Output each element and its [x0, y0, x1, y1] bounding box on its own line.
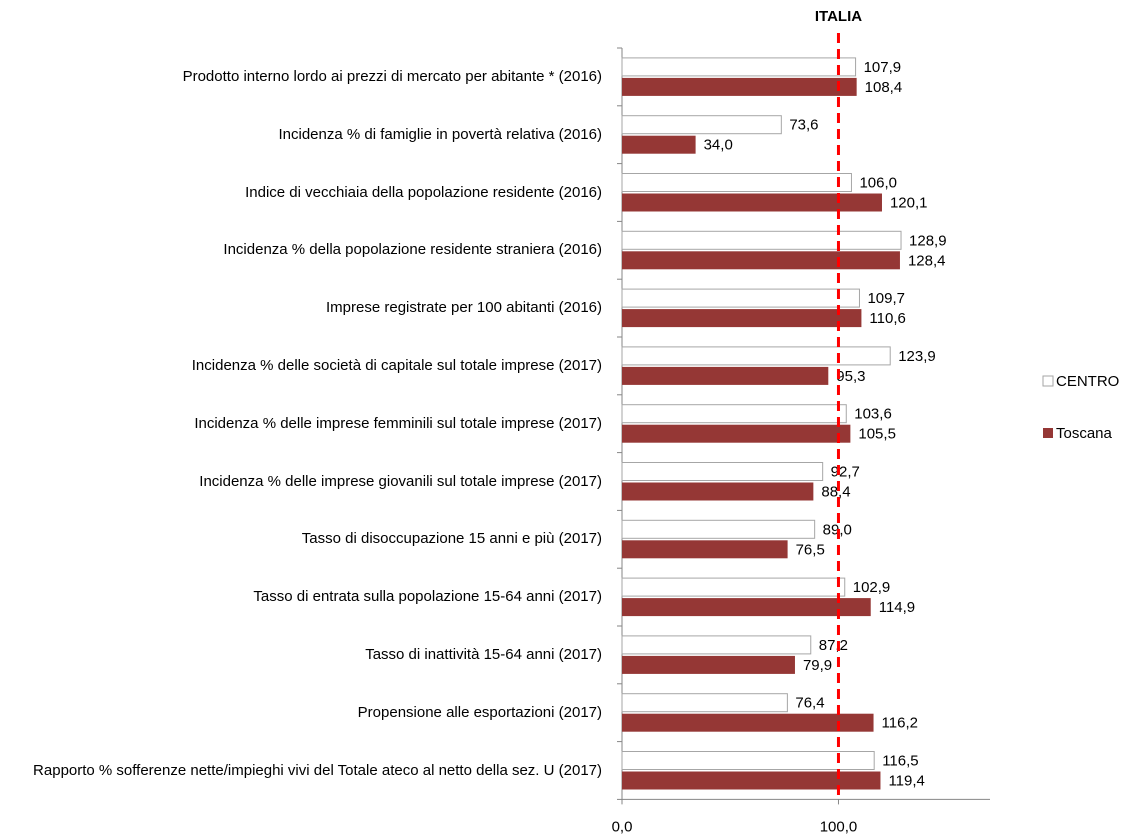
x-tick-label: 0,0 [612, 818, 633, 835]
bar [621, 577, 846, 597]
value-label: 76,4 [795, 695, 824, 712]
bar [621, 57, 857, 77]
bar [622, 482, 814, 501]
bar [621, 635, 812, 655]
value-label: 87,2 [819, 637, 848, 654]
category-label: Incidenza % di famiglie in povertà relat… [278, 125, 602, 143]
bar [621, 751, 875, 770]
bar [622, 540, 788, 559]
value-label: 109,7 [867, 290, 905, 307]
value-label: 128,4 [908, 252, 946, 269]
legend-label: CENTRO [1056, 373, 1119, 390]
value-label: 107,9 [864, 59, 902, 76]
value-label: 116,5 [882, 752, 918, 769]
value-label: 88,4 [821, 483, 850, 500]
bar [622, 366, 829, 385]
value-label: 73,6 [789, 117, 818, 134]
value-label: 76,5 [796, 541, 825, 558]
value-label: 110,6 [869, 310, 905, 327]
value-label: 79,9 [803, 657, 832, 674]
bar [621, 173, 852, 192]
bar [621, 230, 902, 250]
category-label: Imprese registrate per 100 abitanti (201… [326, 299, 602, 317]
category-label: Tasso di disoccupazione 15 anni e più (2… [301, 530, 602, 548]
bar [622, 655, 795, 674]
value-label: 128,9 [909, 232, 947, 249]
category-label: Incidenza % della popolazione residente … [223, 241, 602, 259]
bar [621, 693, 788, 713]
value-label: 106,0 [859, 174, 897, 191]
bar [622, 251, 900, 270]
value-label: 116,2 [882, 715, 918, 732]
category-label: Incidenza % delle imprese femminili sul … [194, 414, 602, 432]
legend-label: Toscana [1056, 425, 1113, 442]
category-label: Tasso di entrata sulla popolazione 15-64… [253, 588, 602, 606]
value-label: 34,0 [704, 137, 733, 154]
category-label: Incidenza % delle società di capitale su… [191, 356, 602, 374]
value-label: 120,1 [890, 194, 928, 211]
value-label: 119,4 [888, 772, 924, 789]
category-label: Tasso di inattività 15-64 anni (2017) [365, 645, 602, 663]
category-label: Indice di vecchiaia della popolazione re… [245, 183, 602, 201]
legend-swatch [1043, 428, 1053, 438]
category-label: Propensione alle esportazioni (2017) [357, 703, 602, 721]
bar [622, 193, 882, 212]
bar [622, 424, 851, 443]
bar [622, 598, 871, 617]
value-label: 103,6 [854, 406, 892, 423]
value-label: 92,7 [831, 463, 860, 480]
value-label: 108,4 [865, 79, 903, 96]
value-label: 102,9 [853, 579, 891, 596]
bar [622, 771, 881, 790]
legend-swatch [1042, 375, 1054, 387]
bar [621, 288, 860, 308]
bar [622, 713, 874, 732]
bar [621, 519, 816, 539]
value-label: 105,5 [858, 426, 896, 443]
category-label: Prodotto interno lordo ai prezzi di merc… [182, 67, 602, 85]
reference-label: ITALIA [815, 8, 862, 25]
bar [621, 404, 847, 424]
value-label: 114,9 [879, 599, 915, 616]
bar [621, 115, 782, 135]
category-label: Incidenza % delle imprese giovanili sul … [199, 472, 602, 490]
x-tick-label: 100,0 [820, 818, 858, 835]
value-label: 123,9 [898, 348, 936, 365]
bar [621, 462, 824, 481]
bar [621, 346, 891, 366]
category-label: Rapporto % sofferenze nette/impieghi viv… [33, 761, 602, 779]
value-label: 95,3 [836, 368, 865, 385]
bar [622, 309, 862, 328]
bar [622, 135, 696, 154]
bar [622, 77, 857, 96]
